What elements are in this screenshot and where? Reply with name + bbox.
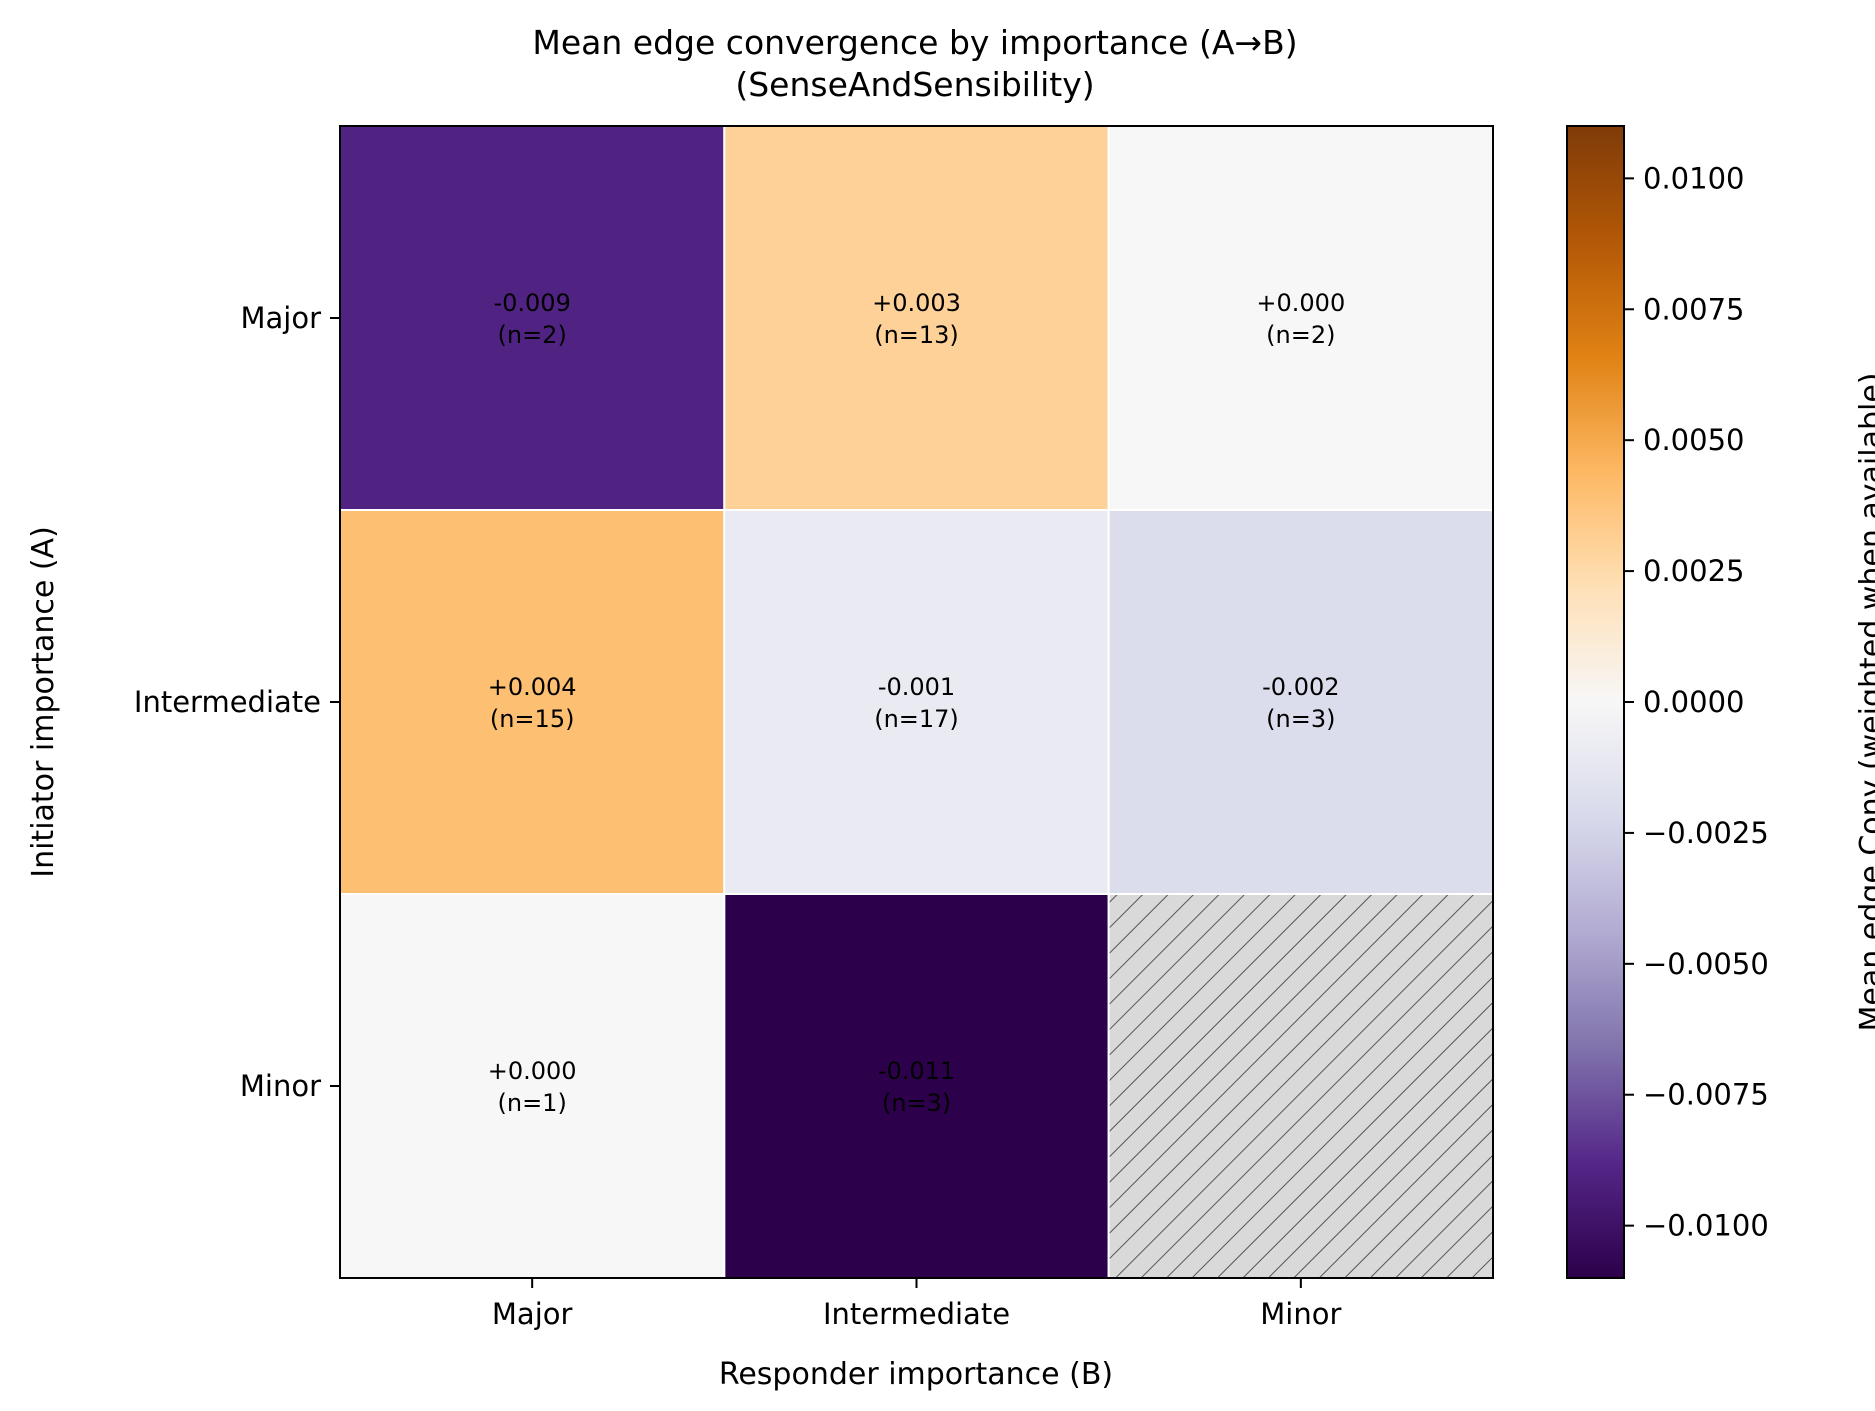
colorbar-label: Mean edge Conv (weighted when available): [1854, 373, 1875, 1032]
colorbar-tick-label: −0.0075: [1643, 1078, 1769, 1112]
heatmap-cell: [1107, 509, 1494, 895]
x-tick-label: Major: [492, 1297, 573, 1331]
cell-value-label: +0.004: [488, 673, 577, 701]
colorbar-tick-label: −0.0050: [1643, 947, 1769, 981]
colorbar: [1566, 125, 1625, 1279]
colorbar-tick-label: 0.0000: [1643, 685, 1744, 719]
heatmap-cell: [1107, 125, 1494, 511]
y-tick-label: Intermediate: [134, 685, 321, 719]
y-tick-label: Minor: [240, 1069, 321, 1103]
y-tick-label: Major: [240, 301, 321, 335]
cell-value-label: -0.002: [1262, 673, 1339, 701]
cell-count-label: (n=13): [874, 321, 959, 349]
heatmap-cell: [339, 893, 726, 1279]
cell-count-label: (n=3): [882, 1089, 951, 1117]
cell-count-label: (n=17): [874, 705, 959, 733]
heatmap-cell: [723, 509, 1110, 895]
heatmap-cell: [723, 125, 1110, 511]
cell-value-label: -0.001: [878, 673, 955, 701]
cell-count-label: (n=3): [1266, 705, 1335, 733]
colorbar-tick-label: −0.0025: [1643, 816, 1769, 850]
cell-value-label: +0.003: [872, 289, 961, 317]
colorbar-tick-label: 0.0100: [1643, 161, 1744, 195]
missing-cell-hatch: [1107, 893, 1494, 1279]
y-axis-ticks: Major Intermediate Minor: [134, 301, 340, 1103]
heatmap-cell: [339, 509, 726, 895]
x-tick-label: Minor: [1260, 1297, 1341, 1331]
x-axis-ticks: Major Intermediate Minor: [492, 1278, 1341, 1331]
cell-count-label: (n=15): [490, 705, 575, 733]
cell-value-label: -0.011: [878, 1057, 955, 1085]
heatmap-cell-labels: -0.009 (n=2) +0.003 (n=13) +0.000 (n=2) +0.004…: [488, 289, 1345, 1117]
cell-count-label: (n=1): [498, 1089, 567, 1117]
cell-count-label: (n=2): [1266, 321, 1335, 349]
x-tick-label: Intermediate: [823, 1297, 1010, 1331]
x-axis-label: Responder importance (B): [719, 1357, 1113, 1392]
chart-subtitle: (SenseAndSensibility): [735, 65, 1094, 104]
heatmap-cells: [339, 125, 1494, 1279]
y-axis-label: Initiator importance (A): [26, 526, 61, 878]
colorbar-tick-label: 0.0050: [1643, 423, 1744, 457]
colorbar-tick-label: −0.0100: [1643, 1209, 1769, 1243]
heatmap-cell: [339, 125, 726, 511]
cell-value-label: -0.009: [493, 289, 570, 317]
cell-value-label: +0.000: [488, 1057, 577, 1085]
heatmap-cell: [723, 893, 1110, 1279]
colorbar-ticks: 0.0100 0.0075 0.0050 0.0025 0.0000 −0.0025 −0.…: [1624, 161, 1769, 1243]
colorbar-tick-label: 0.0025: [1643, 554, 1744, 588]
chart-title: Mean edge convergence by importance (A→B…: [532, 23, 1297, 62]
colorbar-tick-label: 0.0075: [1643, 292, 1744, 326]
cell-value-label: +0.000: [1256, 289, 1345, 317]
cell-count-label: (n=2): [498, 321, 567, 349]
